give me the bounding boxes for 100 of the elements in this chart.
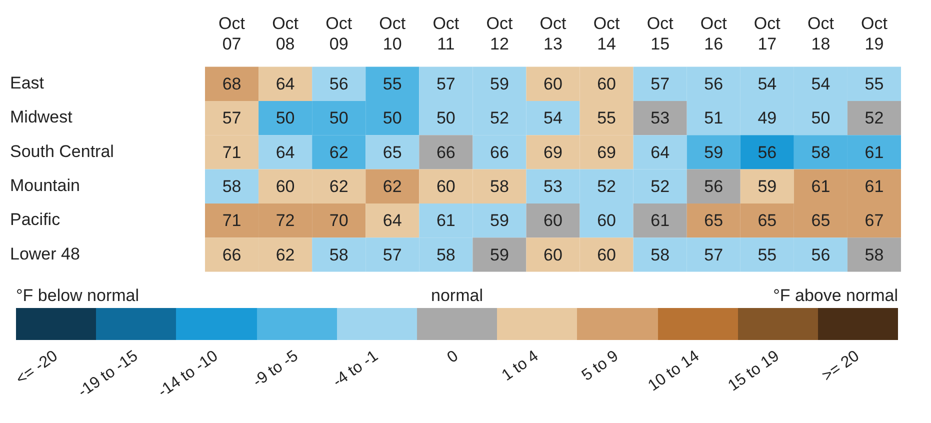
data-label: 61 — [436, 211, 456, 230]
y-tick-label: Mountain — [10, 176, 80, 196]
data-label: 57 — [382, 245, 402, 264]
data-label: 60 — [544, 74, 562, 94]
data-label: 56 — [329, 74, 348, 94]
text: 0 — [444, 348, 462, 368]
data-label: 68 — [222, 74, 242, 94]
data-label: 64 — [382, 211, 402, 230]
text: -19 to -15 — [75, 348, 142, 402]
data-label: 66 — [490, 142, 509, 162]
data-label: 64 — [276, 74, 295, 94]
data-label: 50 — [329, 108, 348, 128]
data-label: 57 — [222, 108, 242, 128]
data-label: 65 — [382, 142, 402, 162]
data-label: 54 — [544, 108, 562, 128]
data-label: 56 — [758, 142, 777, 162]
data-label: 58 — [811, 142, 830, 162]
text: 1 to 4 — [499, 348, 542, 386]
data-label: 64 — [650, 142, 670, 162]
data-label: 59 — [704, 142, 724, 162]
data-label: 52 — [650, 177, 670, 196]
data-label: 65 — [758, 211, 777, 230]
data-label: 69 — [597, 142, 616, 162]
data-label: 54 — [811, 74, 830, 94]
data-label: 56 — [704, 177, 724, 196]
data-label: 55 — [382, 74, 402, 94]
y-tick-label: Lower 48 — [10, 244, 80, 264]
data-label: 62 — [329, 177, 348, 196]
data-label: 59 — [758, 177, 777, 196]
data-label: 61 — [864, 142, 884, 162]
data-label: 56 — [811, 245, 830, 264]
x-tick-label: Oct 08 — [272, 14, 299, 54]
data-label: 60 — [436, 177, 456, 196]
text: >= 20 — [819, 348, 864, 386]
text: 10 to 14 — [645, 348, 703, 396]
x-tick-label: Oct 16 — [700, 14, 728, 54]
data-label: 57 — [436, 74, 456, 94]
y-tick-label: Midwest — [10, 108, 73, 127]
data-label: 52 — [864, 108, 884, 128]
x-tick-label: Oct 18 — [807, 14, 834, 54]
data-label: 60 — [276, 177, 295, 196]
data-label: 53 — [650, 108, 670, 128]
data-label: 61 — [864, 177, 884, 196]
data-label: 58 — [864, 245, 884, 264]
text: normal — [431, 286, 483, 306]
text: -4 to -1 — [330, 348, 382, 392]
data-label: 52 — [597, 177, 616, 196]
data-label: 62 — [329, 142, 348, 162]
data-label: 59 — [490, 245, 509, 264]
x-tick-label: Oct 14 — [593, 14, 620, 54]
data-label: 58 — [329, 245, 348, 264]
data-label: 55 — [597, 108, 616, 128]
data-label: 60 — [544, 211, 562, 230]
y-tick-label: South Central — [10, 142, 114, 161]
text: -9 to -5 — [250, 348, 302, 392]
text: °F below normal — [16, 286, 140, 306]
text: 15 to 19 — [725, 348, 783, 396]
data-label: 50 — [436, 108, 456, 128]
data-label: 55 — [864, 74, 884, 94]
data-label: 58 — [490, 177, 509, 196]
x-tick-label: Oct 17 — [754, 14, 781, 54]
data-label: 59 — [490, 74, 509, 94]
data-label: 57 — [704, 245, 724, 264]
data-label: 54 — [758, 74, 777, 94]
text: 5 to 9 — [579, 348, 623, 386]
data-label: 61 — [811, 177, 830, 196]
data-label: 69 — [544, 142, 562, 162]
data-label: 60 — [597, 74, 616, 94]
data-label: 71 — [222, 142, 242, 162]
data-label: 58 — [650, 245, 670, 264]
x-tick-label: Oct 10 — [379, 14, 406, 54]
data-label: 59 — [490, 211, 509, 230]
data-label: 55 — [758, 245, 777, 264]
data-label: 71 — [222, 211, 242, 230]
data-label: 51 — [704, 108, 724, 128]
x-tick-label: Oct 15 — [646, 14, 674, 54]
data-label: 50 — [276, 108, 295, 128]
y-tick-label: East — [10, 74, 44, 93]
data-label: 65 — [704, 211, 724, 230]
data-label: 57 — [650, 74, 670, 94]
data-label: 56 — [704, 74, 724, 94]
data-label: 65 — [811, 211, 830, 230]
data-label: 50 — [382, 108, 402, 128]
data-label: 49 — [758, 108, 777, 128]
data-label: 58 — [222, 177, 242, 196]
text: <= -20 — [13, 348, 62, 389]
data-label: 66 — [436, 142, 456, 162]
x-tick-label: Oct 19 — [861, 14, 888, 54]
data-label: 72 — [276, 211, 295, 230]
data-label: 58 — [436, 245, 456, 264]
x-tick-label: Oct 09 — [326, 14, 352, 54]
data-label: 50 — [811, 108, 830, 128]
x-tick-label: Oct 12 — [486, 14, 513, 54]
data-label: 64 — [276, 142, 295, 162]
data-label: 61 — [650, 211, 670, 230]
data-label: 60 — [544, 245, 562, 264]
data-label: 70 — [329, 211, 348, 230]
data-label: 66 — [222, 245, 242, 264]
data-label: 62 — [382, 177, 402, 196]
x-tick-label: Oct 11 — [432, 14, 460, 54]
